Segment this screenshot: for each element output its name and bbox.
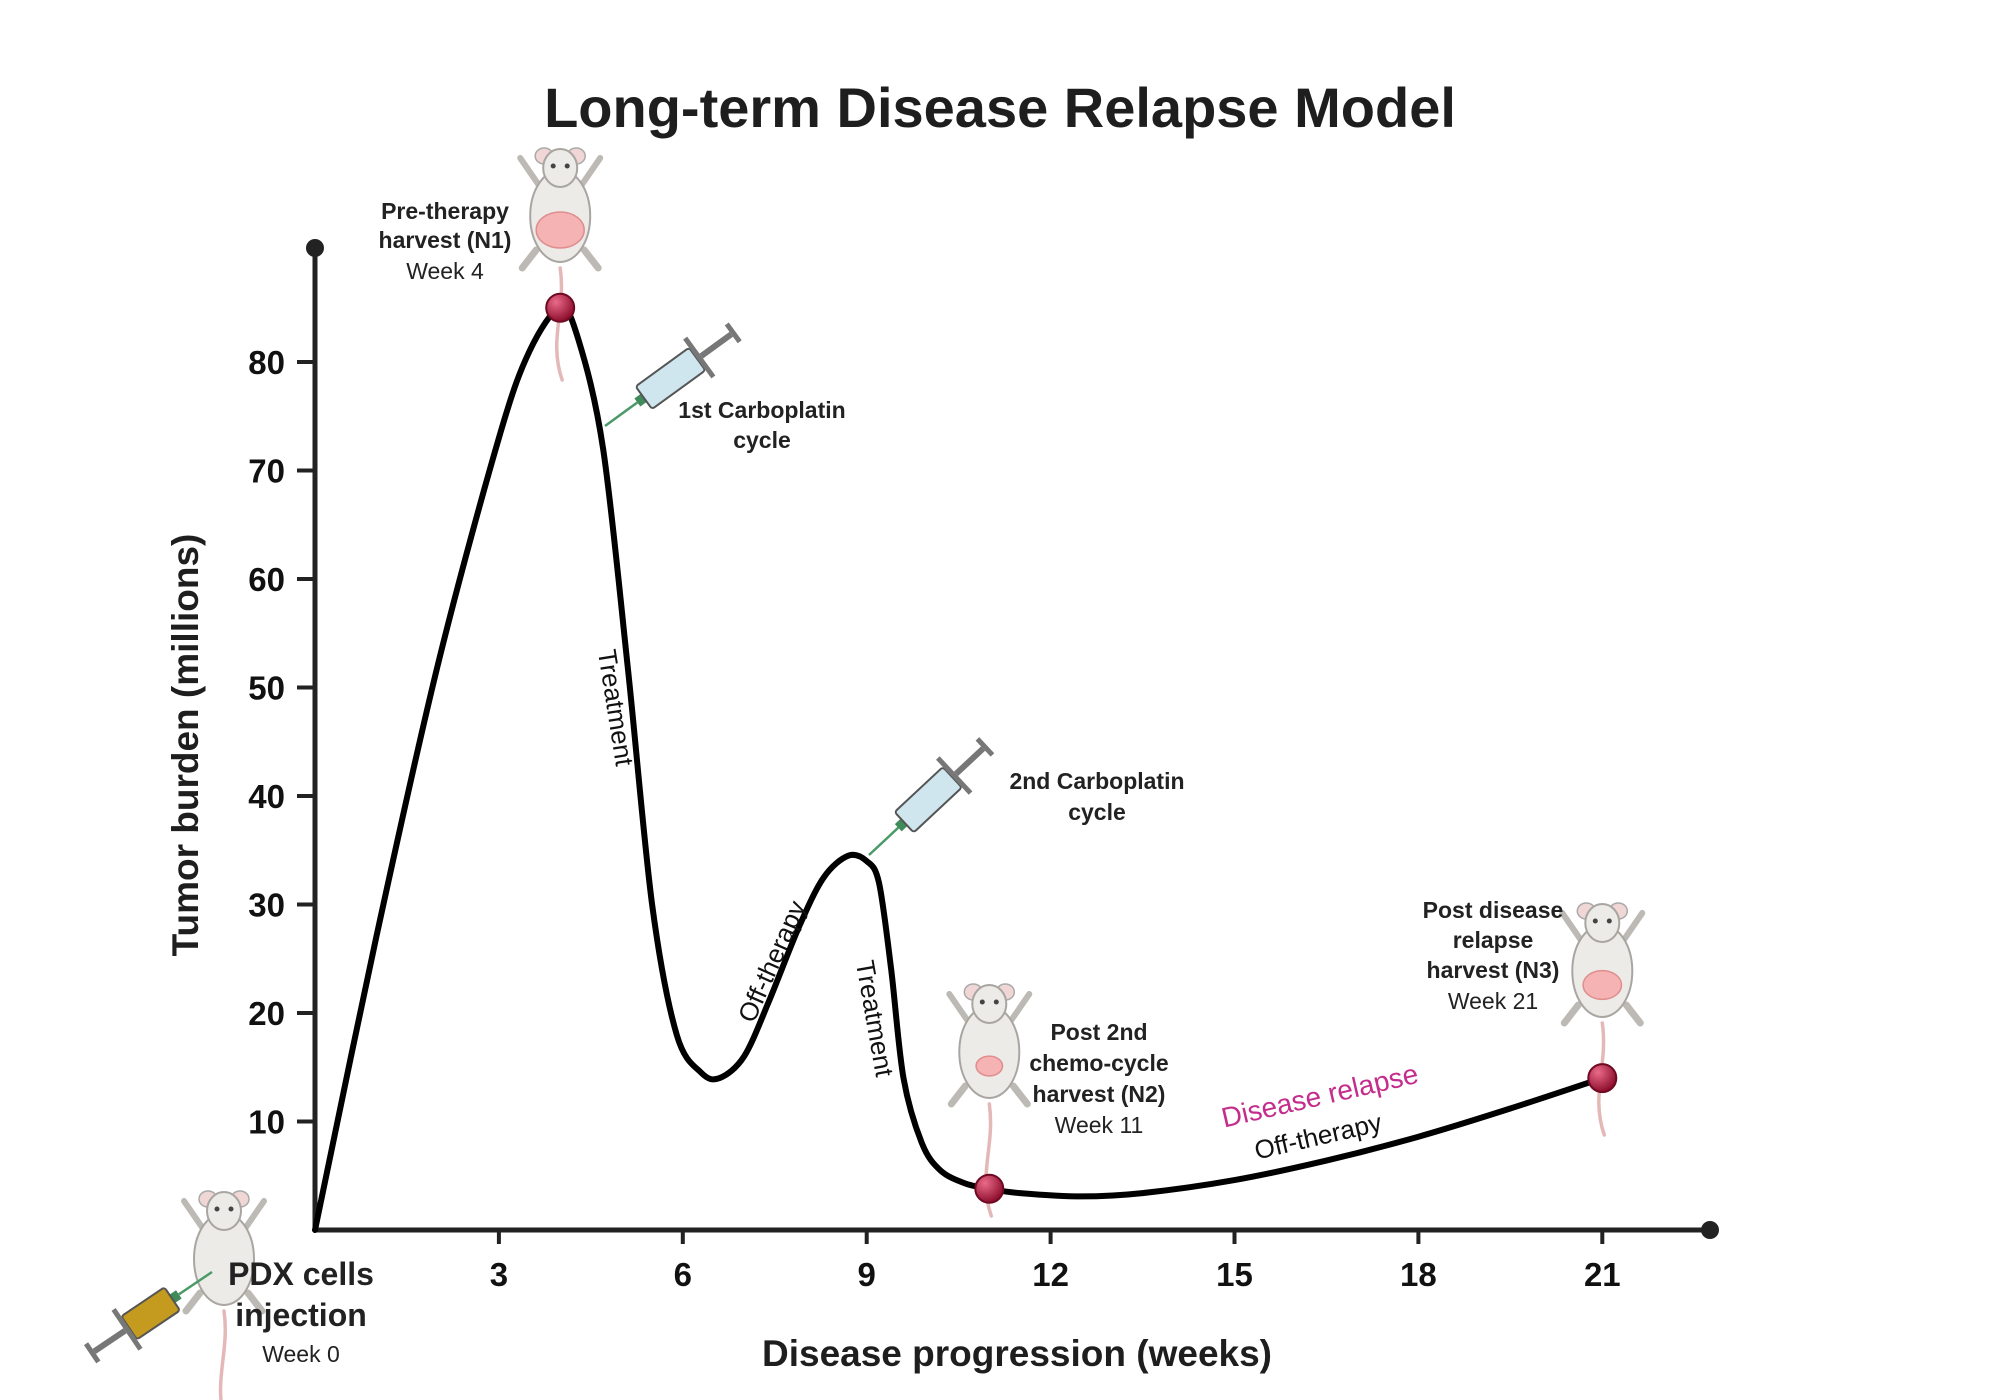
mouse-legs — [1560, 1001, 1644, 1027]
harvest-marker — [545, 292, 576, 323]
n3-annotation-line1: Post disease — [1423, 897, 1564, 923]
n3-annotation-line2: relapse — [1453, 927, 1534, 953]
x-tick-label: 6 — [674, 1256, 692, 1293]
x-tick-label: 15 — [1216, 1256, 1253, 1293]
syringe-plunger — [699, 331, 733, 359]
carbo1-annotation-line2: cycle — [733, 427, 791, 453]
x-axis-label: Disease progression (weeks) — [762, 1333, 1272, 1374]
mouse-icon — [1559, 902, 1646, 1137]
chart-title: Long-term Disease Relapse Model — [544, 76, 1456, 139]
syringe-icon — [83, 1270, 213, 1364]
syringe-plunger-head — [83, 1342, 101, 1364]
syringe-hub — [169, 1290, 182, 1303]
syringe-needle — [604, 401, 639, 428]
x-tick-label: 18 — [1400, 1256, 1437, 1293]
x-tick-label: 9 — [858, 1256, 876, 1293]
syringe-hub — [894, 818, 908, 832]
y-tick-label: 80 — [248, 344, 285, 381]
harvest-marker — [974, 1173, 1005, 1204]
mouse-eye — [564, 163, 570, 169]
syringe-flange — [936, 756, 973, 795]
syringe-needle — [178, 1270, 213, 1296]
y-tick-label: 30 — [248, 887, 285, 924]
syringe-flange — [111, 1308, 143, 1351]
syringe-barrel — [894, 767, 962, 833]
mouse-icon — [181, 1190, 267, 1400]
x-tick-label: 21 — [1584, 1256, 1621, 1293]
y-tick-label: 60 — [248, 561, 285, 598]
n3-annotation-line3: harvest (N3) — [1427, 957, 1560, 983]
mouse-legs — [518, 246, 602, 272]
pdx-annotation-week: Week 0 — [262, 1341, 340, 1367]
pdx-annotation-line1: PDX cells — [228, 1256, 374, 1292]
tumor-mass — [1582, 969, 1623, 1001]
mouse-eye — [550, 163, 556, 169]
syringe-illustrations — [83, 322, 995, 1364]
n3-annotation-week: Week 21 — [1448, 988, 1538, 1014]
mouse-head — [542, 148, 579, 188]
syringe-icon — [868, 737, 995, 856]
tumor-mass — [535, 211, 585, 249]
carbo2-annotation-line2: cycle — [1068, 799, 1126, 825]
y-tick-label: 20 — [248, 995, 285, 1032]
y-tick-label: 10 — [248, 1104, 285, 1141]
mouse-tail — [218, 1309, 227, 1400]
axes — [306, 239, 1719, 1239]
n1-annotation-line1: Pre-therapy — [381, 198, 509, 224]
syringe-plunger — [953, 746, 986, 777]
pdx-annotation-line2: injection — [235, 1297, 367, 1333]
mouse-head — [206, 1191, 242, 1231]
mouse-eye — [1592, 918, 1598, 924]
axis-ticks: 3 6 9 12 15 18 21 10 20 30 40 50 60 70 80 — [248, 344, 1620, 1293]
mouse-head — [971, 984, 1008, 1024]
tumor-burden-line — [312, 304, 1606, 1233]
syringe-flange — [683, 336, 716, 379]
y-tick-label: 50 — [248, 670, 285, 707]
mouse-tail — [555, 266, 564, 382]
syringe-hub — [634, 393, 647, 407]
mouse-illustrations — [181, 147, 1646, 1400]
n1-annotation-line2: harvest (N1) — [379, 227, 512, 253]
n1-annotation-week: Week 4 — [406, 258, 484, 284]
carbo1-annotation-line1: 1st Carboplatin — [678, 397, 845, 423]
y-tick-label: 40 — [248, 778, 285, 815]
mouse-legs — [182, 1289, 266, 1315]
mouse-legs — [947, 1082, 1031, 1108]
n2-annotation-week: Week 11 — [1055, 1112, 1144, 1138]
harvest-markers — [545, 292, 1618, 1204]
mouse-icon — [517, 147, 604, 382]
mouse-eye — [214, 1206, 220, 1212]
mouse-icon — [946, 983, 1033, 1218]
syringe-plunger-head — [724, 322, 742, 344]
n2-annotation-line3: harvest (N2) — [1033, 1081, 1166, 1107]
syringe-plunger-head — [975, 737, 995, 757]
y-axis-label: Tumor burden (millions) — [165, 534, 206, 957]
x-tick-label: 12 — [1032, 1256, 1069, 1293]
carbo2-annotation-line1: 2nd Carboplatin — [1009, 768, 1184, 794]
harvest-marker — [1587, 1063, 1618, 1094]
y-axis-end-dot — [306, 239, 324, 257]
x-axis-end-dot — [1701, 1221, 1719, 1239]
syringe-icon — [604, 322, 742, 428]
off-therapy-label-1: Off-therapy — [732, 896, 812, 1027]
tumor-mass — [975, 1055, 1004, 1077]
y-tick-label: 70 — [248, 453, 285, 490]
syringe-needle — [868, 826, 900, 856]
mouse-head — [1584, 903, 1621, 943]
mouse-eye — [1606, 918, 1612, 924]
mouse-eye — [979, 999, 985, 1005]
syringe-plunger — [92, 1328, 127, 1354]
n2-annotation-line2: chemo-cycle — [1029, 1050, 1168, 1076]
mouse-eye — [228, 1206, 234, 1212]
mouse-eye — [993, 999, 999, 1005]
x-tick-label: 3 — [490, 1256, 508, 1293]
n2-annotation-line1: Post 2nd — [1050, 1019, 1147, 1045]
